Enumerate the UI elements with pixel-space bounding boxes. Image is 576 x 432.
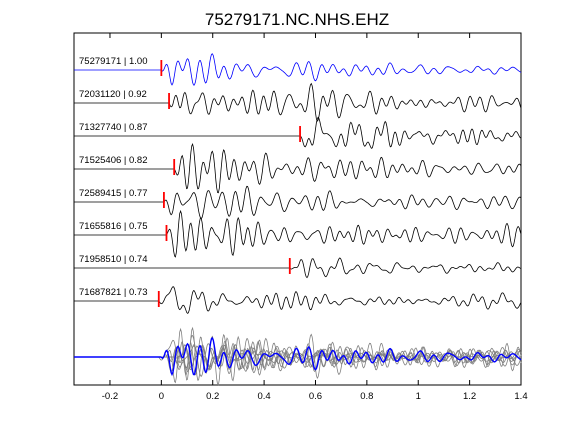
trace-label: 72589415 | 0.77 bbox=[79, 188, 148, 199]
stack-trace bbox=[74, 337, 522, 377]
x-tick-label: 0.8 bbox=[360, 391, 373, 402]
x-tick-label: 0.2 bbox=[206, 391, 219, 402]
trace-label: 71327740 | 0.87 bbox=[79, 122, 148, 133]
trace-4: 72589415 | 0.77 bbox=[74, 185, 522, 220]
trace-6: 71958510 | 0.74 bbox=[74, 254, 522, 279]
x-tick-label: -0.2 bbox=[102, 391, 118, 402]
stack-panel bbox=[74, 326, 522, 386]
trace-2: 71327740 | 0.87 bbox=[74, 116, 522, 149]
chart-title: 75279171.NC.NHS.EHZ bbox=[205, 10, 389, 29]
x-tick-label: 0.4 bbox=[257, 391, 270, 402]
trace-5: 71655816 | 0.75 bbox=[74, 209, 522, 258]
trace-line bbox=[74, 82, 522, 122]
x-tick-label: 1.2 bbox=[463, 391, 476, 402]
trace-label: 71958510 | 0.74 bbox=[79, 254, 148, 265]
trace-line bbox=[74, 185, 522, 220]
trace-line bbox=[74, 257, 522, 279]
trace-line bbox=[74, 116, 522, 149]
traces-layer: 75279171 | 1.00 72031120 | 0.92 71327740 |… bbox=[74, 53, 522, 314]
trace-0: 75279171 | 1.00 bbox=[74, 53, 522, 86]
trace-1: 72031120 | 0.92 bbox=[74, 82, 522, 122]
x-tick-label: 1 bbox=[416, 391, 421, 402]
trace-line bbox=[74, 286, 522, 314]
x-tick-label: 0 bbox=[159, 391, 164, 402]
x-tick-label: 1.4 bbox=[514, 391, 527, 402]
trace-line bbox=[74, 209, 522, 258]
trace-line bbox=[74, 53, 522, 86]
trace-3: 71525406 | 0.82 bbox=[74, 142, 522, 194]
trace-label: 72031120 | 0.92 bbox=[79, 89, 147, 100]
trace-7: 71687821 | 0.73 bbox=[74, 286, 522, 314]
plot-frame bbox=[73, 32, 522, 386]
trace-label: 75279171 | 1.00 bbox=[79, 56, 148, 67]
x-tick-label: 0.6 bbox=[309, 391, 322, 402]
trace-line bbox=[74, 142, 522, 194]
trace-label: 71525406 | 0.82 bbox=[79, 155, 148, 166]
x-axis: -0.2 0 0.2 0.4 0.6 0.8 1 1.2 1.4 bbox=[102, 33, 528, 402]
trace-label: 71687821 | 0.73 bbox=[79, 287, 148, 298]
trace-label: 71655816 | 0.75 bbox=[79, 221, 148, 232]
